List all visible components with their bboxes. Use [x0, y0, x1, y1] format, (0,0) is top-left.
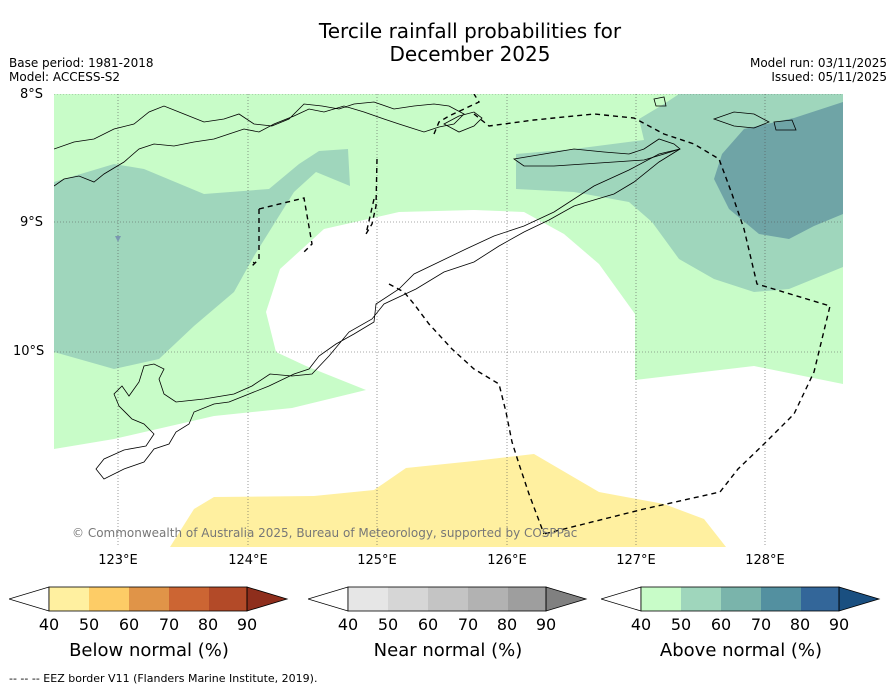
lat-label-8s: 8°S [20, 87, 44, 102]
title-line-1: Tercile rainfall probabilities for [318, 19, 622, 43]
above-normal-60-region [714, 102, 843, 239]
cb-below-tick: 60 [118, 615, 140, 634]
island-north-4 [653, 96, 667, 107]
colorbar-below-label: Below normal (%) [69, 640, 229, 661]
lat-label-10s: 10°S [13, 344, 45, 359]
colorbar-above-normal [601, 586, 881, 612]
cb-near-tick: 60 [417, 615, 439, 634]
colorbar-near-normal [308, 586, 588, 612]
cb-below-cell-5 [209, 587, 247, 611]
cb-below-cell-4 [169, 587, 209, 611]
cb-near-cell-0 [308, 586, 349, 612]
cb-below-cell-0 [9, 586, 50, 612]
cb-near-tick: 70 [457, 615, 479, 634]
model-name: Model: ACCESS-S2 [9, 70, 121, 84]
cb-below-cell-6 [246, 586, 289, 612]
cb-below-tick: 40 [38, 615, 60, 634]
cb-below-cell-3 [129, 587, 169, 611]
title-line-2: December 2025 [389, 42, 551, 66]
cb-above-tick: 60 [710, 615, 732, 634]
cb-above-cell-0 [601, 586, 642, 612]
colorbar-near-label: Near normal (%) [373, 640, 523, 661]
cb-below-tick: 80 [197, 615, 219, 634]
cb-above-tick: 50 [670, 615, 692, 634]
cb-near-tick: 40 [337, 615, 359, 634]
cb-near-cell-2 [388, 587, 428, 611]
cb-below-cell-2 [89, 587, 129, 611]
meta-left: Base period: 1981-2018 Model: ACCESS-S2 [9, 56, 154, 84]
island-marker [115, 236, 121, 242]
island-north-3 [773, 119, 797, 131]
lon-label-124e: 124°E [228, 553, 268, 568]
cb-above-cell-1 [641, 587, 681, 611]
eez-legend-footer: -- -- -- EEZ border V11 (Flanders Marine… [9, 672, 318, 685]
lon-label-128e: 128°E [745, 553, 785, 568]
copyright-notice: © Commonwealth of Australia 2025, Bureau… [72, 526, 578, 540]
lon-label-123e: 123°E [98, 553, 138, 568]
wetar-coast [512, 138, 681, 167]
cb-below-tick: 70 [158, 615, 180, 634]
cb-above-cell-4 [761, 587, 801, 611]
lon-label-127e: 127°E [616, 553, 656, 568]
timor-coast [95, 148, 681, 480]
flores-coast [54, 101, 465, 187]
cb-near-cell-3 [428, 587, 468, 611]
above-normal-50-region-west [54, 149, 350, 369]
cb-near-cell-6 [545, 586, 588, 612]
probability-map [54, 94, 843, 547]
cb-above-tick: 40 [630, 615, 652, 634]
cb-near-cell-1 [348, 587, 388, 611]
cb-below-tick: 50 [78, 615, 100, 634]
base-period: Base period: 1981-2018 [9, 56, 154, 70]
cb-above-cell-3 [721, 587, 761, 611]
issued-date: Issued: 05/11/2025 [771, 70, 887, 84]
cb-near-cell-5 [508, 587, 546, 611]
coastlines [54, 96, 797, 480]
cb-above-cell-2 [681, 587, 721, 611]
cb-above-tick: 90 [828, 615, 850, 634]
cb-above-tick: 70 [750, 615, 772, 634]
cb-below-tick: 90 [236, 615, 258, 634]
cb-near-cell-4 [468, 587, 508, 611]
below-normal-40-region [170, 454, 726, 547]
cb-near-tick: 80 [496, 615, 518, 634]
cb-below-cell-1 [49, 587, 89, 611]
island-north-2 [712, 111, 770, 129]
lon-label-125e: 125°E [357, 553, 397, 568]
lat-label-9s: 9°S [20, 215, 44, 230]
colorbar-above-label: Above normal (%) [659, 640, 823, 661]
colorbar-below-normal [9, 586, 289, 612]
model-run: Model run: 03/11/2025 [749, 56, 887, 70]
cb-above-cell-5 [801, 587, 839, 611]
meta-right: Model run: 03/11/2025 Issued: 05/11/2025 [750, 56, 887, 84]
cb-near-tick: 90 [535, 615, 557, 634]
cb-above-cell-6 [838, 586, 881, 612]
lon-label-126e: 126°E [487, 553, 527, 568]
island-north-1 [443, 111, 483, 133]
eez-border [251, 94, 831, 535]
map-title: Tercile rainfall probabilities for Decem… [270, 20, 670, 66]
cb-near-tick: 50 [377, 615, 399, 634]
cb-above-tick: 80 [789, 615, 811, 634]
